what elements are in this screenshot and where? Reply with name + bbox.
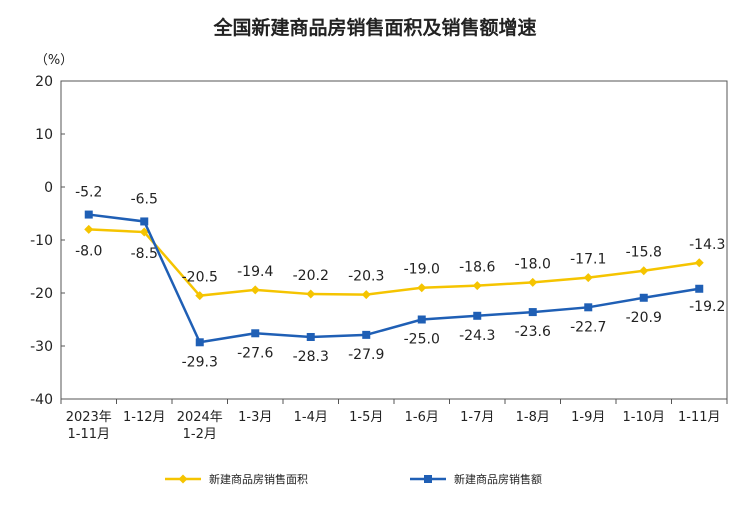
data-point (306, 332, 315, 341)
data-point (694, 258, 704, 268)
series-sales-amount: -5.2 -6.5 -29.3 -27.6 -28.3 -27.9 -25.0 -24.3 -2… (75, 185, 725, 371)
data-label: -27.6 (237, 345, 273, 361)
data-point (84, 210, 93, 219)
data-label: -29.3 (182, 354, 218, 370)
data-point (139, 227, 149, 237)
data-label: -28.3 (293, 349, 329, 365)
x-tick-label: 1-12月 (123, 410, 166, 425)
data-label: -19.4 (237, 264, 273, 280)
x-tick-label: 1-11月 (678, 410, 721, 425)
data-label: -19.0 (404, 262, 440, 278)
legend-marker (178, 474, 188, 484)
y-tick-label: -40 (30, 392, 53, 408)
data-label: -17.1 (570, 252, 606, 268)
data-point (251, 329, 260, 338)
chart-title: 全国新建商品房销售面积及销售额增速 (212, 16, 536, 39)
series-line (88, 213, 700, 344)
data-label: -24.3 (459, 328, 495, 344)
data-point (362, 330, 371, 339)
legend-label: 新建商品房销售面积 (209, 472, 308, 486)
data-label: -5.2 (75, 185, 102, 201)
data-label: -20.9 (626, 310, 662, 326)
data-point (417, 283, 427, 293)
data-label: -8.0 (75, 243, 102, 259)
data-label: -27.9 (348, 347, 384, 363)
data-point (140, 217, 149, 226)
data-point (639, 266, 649, 276)
data-label: -20.2 (293, 268, 329, 284)
data-label: -20.5 (182, 270, 218, 286)
data-label: -23.6 (515, 324, 551, 340)
x-tick-label: 1-5月 (349, 410, 383, 425)
legend-marker (424, 475, 432, 483)
data-point (528, 277, 538, 287)
data-point (195, 338, 204, 347)
data-point (473, 311, 482, 320)
data-label: -14.3 (689, 237, 725, 253)
data-point (417, 315, 426, 324)
y-axis: 20 10 0 -10 -20 -30 -40 (30, 74, 65, 408)
data-point (695, 284, 704, 293)
data-label: -8.5 (131, 246, 158, 262)
y-tick-label: -30 (30, 339, 53, 355)
data-label: -6.5 (131, 191, 158, 207)
data-point (583, 273, 593, 283)
x-tick-label: 1-9月 (571, 410, 605, 425)
x-tick-label: 1-6月 (405, 410, 439, 425)
x-tick-label: 2023年 1-11月 (66, 410, 112, 442)
y-tick-label: 20 (35, 74, 53, 90)
x-tick-label: 2024年 1-2月 (177, 410, 223, 442)
data-point (306, 289, 316, 299)
data-label: -15.8 (626, 245, 662, 261)
data-point (639, 293, 648, 302)
data-point (361, 290, 371, 300)
series-sales-area: -8.0 -8.5 -20.5 -19.4 -20.2 -20.3 -19.0 -18.6 -1… (75, 224, 725, 301)
data-label: -20.3 (348, 269, 384, 285)
data-label: -19.2 (689, 299, 725, 315)
data-point (250, 285, 260, 295)
series-line (88, 228, 700, 297)
data-label: -25.0 (404, 332, 440, 348)
x-tick-label: 1-10月 (622, 410, 665, 425)
data-label: -18.0 (515, 256, 551, 272)
y-tick-label: -20 (30, 286, 53, 302)
data-point (84, 224, 94, 234)
x-tick-label: 1-3月 (238, 410, 272, 425)
y-tick-label: 10 (35, 127, 53, 143)
x-tick-label: 1-4月 (294, 410, 328, 425)
data-label: -18.6 (459, 260, 495, 276)
x-tick-label: 1-7月 (460, 410, 494, 425)
legend-item: 新建商品房销售额 (410, 472, 542, 486)
series-layer: -8.0 -8.5 -20.5 -19.4 -20.2 -20.3 -19.0 -18.6 -1… (75, 185, 725, 371)
x-axis: 2023年 1-11月 1-12月 2024年 1-2月 1-3月 1-4月 1-5月 1-6月… (60, 399, 728, 442)
data-point (584, 303, 593, 312)
x-tick-label: 1-8月 (516, 410, 550, 425)
y-tick-label: -10 (30, 233, 53, 249)
y-unit-label: （%） (35, 53, 73, 68)
legend-label: 新建商品房销售额 (454, 472, 542, 486)
y-tick-label: 0 (44, 180, 53, 196)
data-label: -22.7 (570, 319, 606, 335)
data-point (528, 308, 537, 317)
data-point (195, 291, 205, 301)
legend: 新建商品房销售面积 新建商品房销售额 (165, 472, 542, 486)
legend-item: 新建商品房销售面积 (165, 472, 308, 486)
plot-area (60, 80, 728, 400)
data-point (472, 281, 482, 291)
